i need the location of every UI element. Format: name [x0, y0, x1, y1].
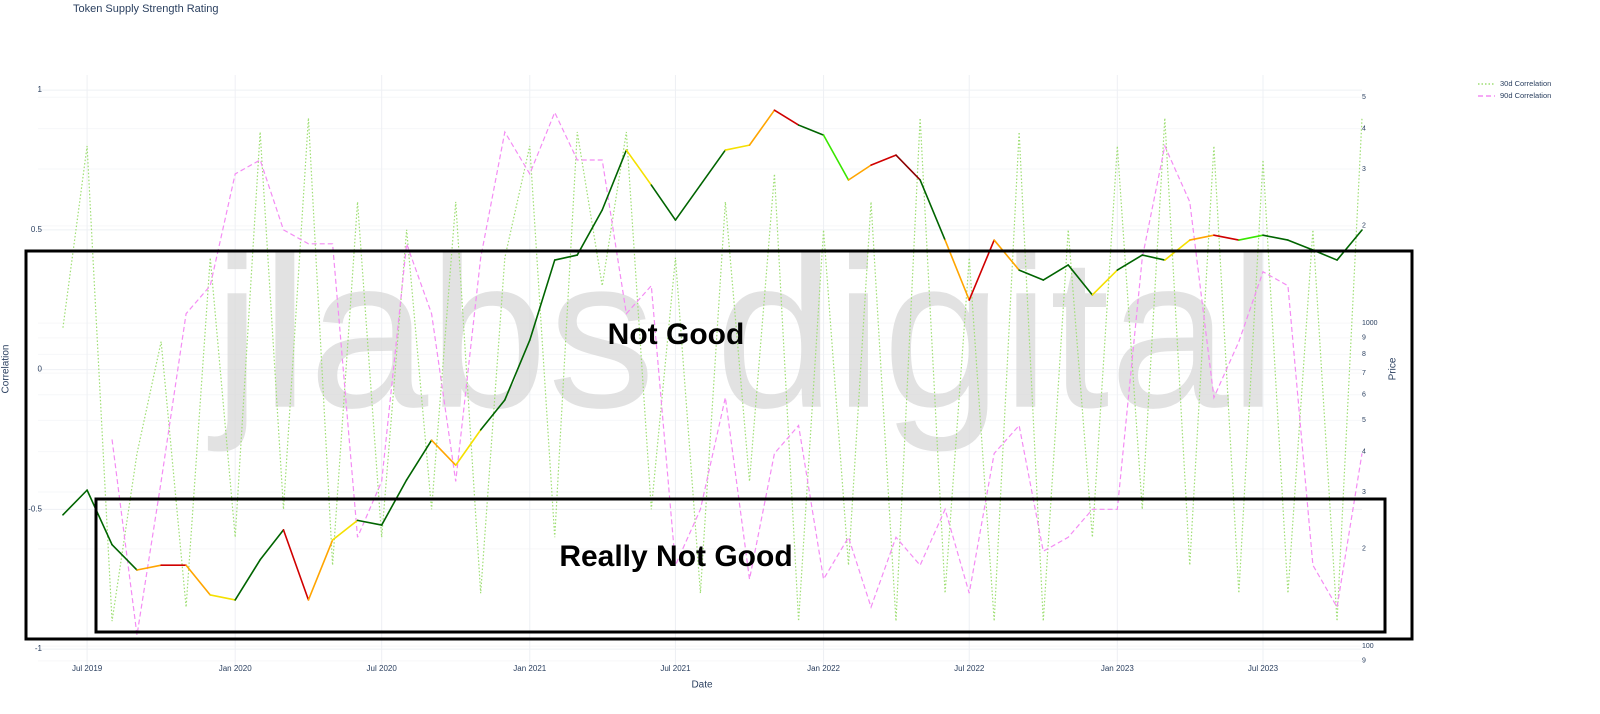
y2-tick-label: 9 — [1362, 658, 1366, 665]
price-segment — [259, 529, 285, 561]
price-segment — [380, 479, 408, 526]
x-tick-label: Jul 2019 — [72, 664, 103, 673]
y-axis-title: Correlation — [1, 345, 12, 394]
price-segment — [136, 564, 162, 571]
price-segment — [1067, 264, 1094, 296]
price-segment — [553, 254, 579, 261]
price-segment — [405, 439, 433, 481]
price-segment — [1018, 269, 1045, 281]
price-segment — [185, 564, 212, 596]
price-segment — [1262, 234, 1289, 241]
price-segment — [234, 559, 261, 601]
price-segment — [625, 149, 653, 186]
price-segment — [1336, 229, 1363, 261]
price-segment — [1213, 234, 1240, 241]
chart-title: Token Supply Strength Rating — [73, 3, 219, 15]
y2-tick-label: 8 — [1362, 351, 1366, 358]
x-tick-label: Jan 2023 — [1101, 664, 1134, 673]
price-segment — [895, 154, 921, 181]
price-segment — [528, 259, 556, 342]
price-segment — [282, 529, 310, 601]
x-tick-label: Jul 2021 — [660, 664, 691, 673]
x-tick-label: Jul 2020 — [367, 664, 398, 673]
annotation: Really Not Good — [559, 540, 792, 573]
price-segment — [993, 239, 1020, 271]
y2-tick-label: 6 — [1362, 392, 1366, 399]
price-segment — [209, 594, 236, 601]
price-segment — [748, 109, 776, 146]
price-segment — [601, 149, 628, 211]
x-axis-title: Date — [691, 680, 713, 691]
x-tick-label: Jan 2020 — [219, 664, 252, 673]
price-segment — [847, 164, 872, 181]
y2-tick-label: 5 — [1362, 417, 1366, 424]
price-segment — [479, 399, 506, 431]
x-tick-label: Jul 2022 — [954, 664, 985, 673]
price-segment — [797, 124, 825, 136]
y2-tick-label: 2 — [1362, 223, 1366, 230]
x-tick-label: Jul 2023 — [1248, 664, 1279, 673]
y2-axis-title: Price — [1388, 357, 1399, 380]
price-segment — [1141, 254, 1166, 261]
price-segment — [576, 209, 604, 256]
price-segment — [773, 109, 800, 126]
y-tick-label: 0.5 — [31, 225, 43, 234]
price-segment — [356, 519, 383, 526]
y-tick-label: -1 — [35, 644, 43, 653]
price-segment — [822, 134, 850, 181]
price-segment — [1091, 269, 1119, 296]
annotation-box — [94, 497, 1387, 634]
y2-tick-label: 7 — [1362, 370, 1366, 377]
price-segment — [307, 539, 334, 601]
y-tick-label: 1 — [38, 85, 43, 94]
price-segment — [430, 439, 457, 467]
annotation-box — [24, 249, 1414, 641]
price-segment — [111, 543, 138, 571]
annotation: Not Good — [608, 318, 745, 351]
y2-tick-label: 100 — [1362, 643, 1374, 650]
price-segment — [674, 184, 702, 221]
y2-tick-label: 1000 — [1362, 320, 1378, 327]
y-tick-label: 0 — [38, 365, 43, 374]
x-tick-label: Jan 2021 — [513, 664, 546, 673]
y2-tick-label: 3 — [1362, 166, 1366, 173]
legend-label: 30d Correlation — [1500, 79, 1551, 88]
price-segment — [1116, 254, 1144, 271]
price-segment — [454, 429, 482, 467]
y2-tick-label: 2 — [1362, 546, 1366, 553]
price-segment — [504, 339, 531, 401]
price-segment — [699, 149, 727, 186]
legend-label: 90d Correlation — [1500, 91, 1551, 100]
price-segment — [919, 179, 946, 241]
price-segment — [1287, 239, 1314, 251]
y2-tick-label: 5 — [1362, 94, 1366, 101]
price-segment — [870, 154, 897, 166]
price-segment — [1188, 234, 1215, 241]
price-segment — [650, 184, 677, 221]
price-segment — [724, 144, 751, 151]
price-segment — [62, 489, 88, 516]
price-segment — [331, 519, 359, 541]
y2-tick-label: 4 — [1362, 448, 1366, 455]
y2-tick-label: 9 — [1362, 335, 1366, 342]
y-tick-label: -0.5 — [28, 504, 42, 513]
price-segment — [1042, 264, 1070, 281]
series-line — [111, 110, 1363, 636]
price-segment — [1238, 234, 1264, 241]
y2-tick-label: 3 — [1362, 489, 1366, 496]
x-tick-label: Jan 2022 — [807, 664, 840, 673]
y2-tick-label: 4 — [1362, 125, 1366, 132]
price-segment — [86, 489, 113, 546]
